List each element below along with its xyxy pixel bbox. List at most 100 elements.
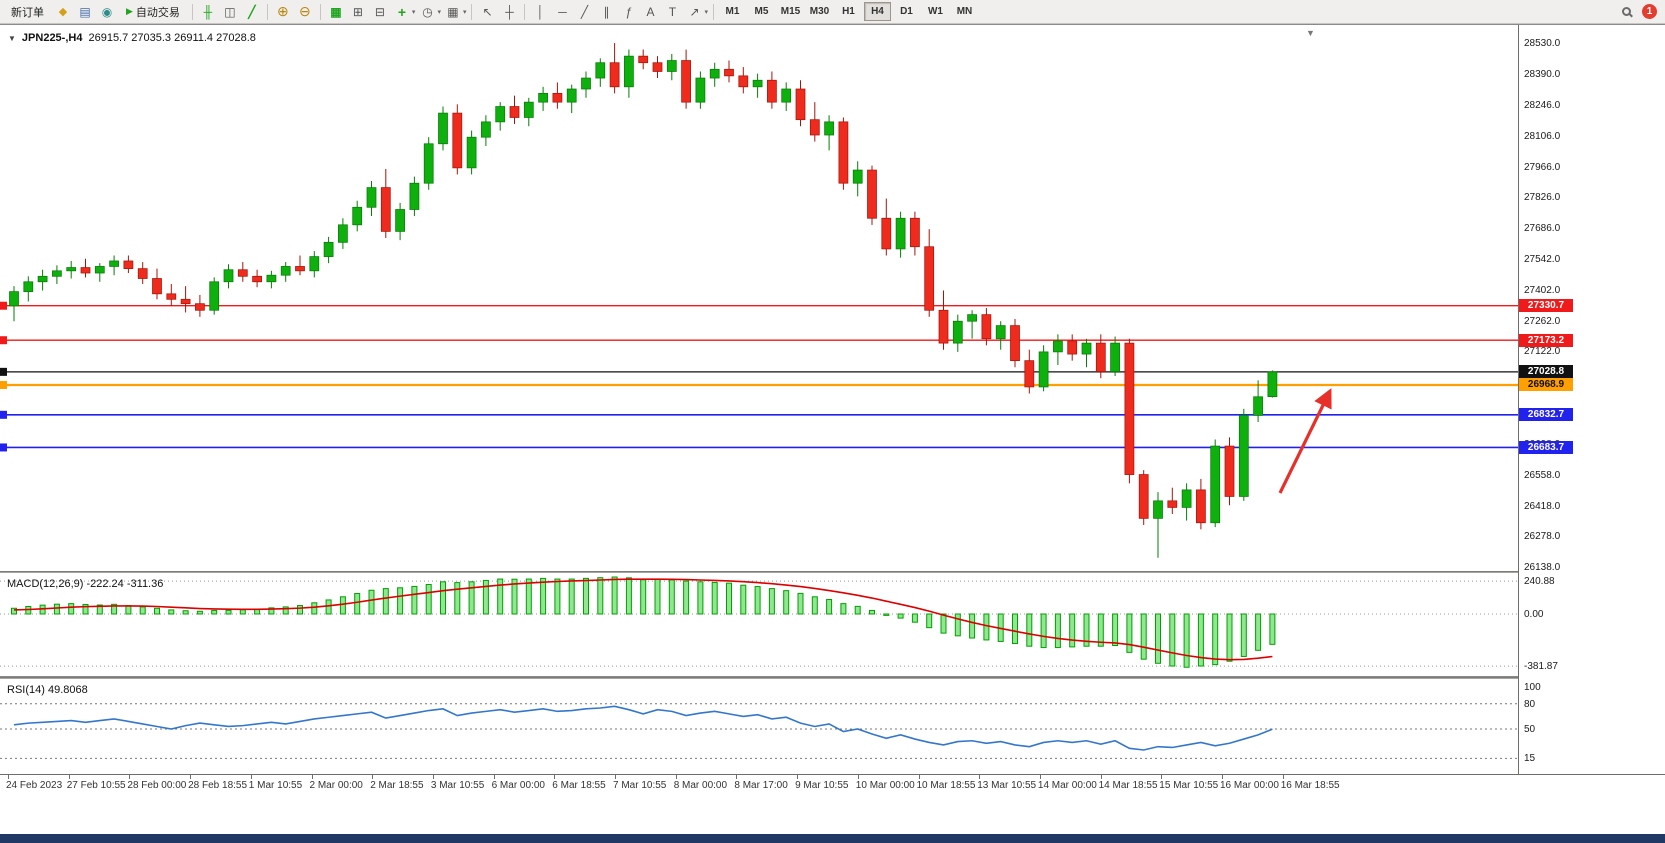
macd-histogram-bar — [440, 581, 446, 615]
zoom-out-icon[interactable]: ⊖ — [299, 3, 311, 19]
notification-badge[interactable]: 1 — [1642, 4, 1657, 19]
price-tag[interactable]: 27173.2 — [1519, 333, 1573, 347]
chart-title: ▼ JPN225-,H4 26915.7 27035.3 26911.4 270… — [8, 32, 256, 44]
trend-arrow-annotation[interactable] — [1278, 388, 1332, 494]
chart-symbol-period: JPN225-,H4 — [21, 32, 83, 44]
candle-body — [1167, 500, 1178, 508]
fibonacci-icon[interactable]: ƒ — [625, 4, 632, 19]
time-axis-tick — [554, 775, 556, 779]
timeframe-d1-button[interactable]: D1 — [893, 2, 920, 21]
autotrading-play-icon: ▶ — [126, 6, 133, 16]
templates-icon[interactable]: ▦ — [447, 4, 459, 19]
macd-histogram-bar — [182, 610, 189, 615]
zoom-in-icon[interactable]: ⊕ — [277, 3, 289, 19]
macd-histogram-bar — [468, 581, 475, 615]
trendline-icon[interactable]: ╱ — [580, 4, 589, 19]
time-axis-label: 1 Mar 10:55 — [248, 780, 303, 791]
channel-icon[interactable]: ∥ — [603, 4, 610, 19]
tile-windows-icon[interactable]: ⊞ — [352, 4, 363, 19]
price-axis-label: 28530.0 — [1524, 38, 1561, 49]
data-window-icon[interactable]: ▤ — [79, 4, 91, 19]
label-tool-icon[interactable]: T — [668, 4, 677, 19]
macd-histogram-bar — [354, 593, 361, 615]
toolbar: 新订单 ◆ ▤ ◉ ▶ 自动交易 ╫ ◫ ╱ ⊕ ⊖ ▦ ⊞ ⊟ + ▾ ◷ ▾… — [0, 0, 1665, 24]
chart-shift-marker[interactable]: ▼ — [1306, 28, 1315, 38]
macd-histogram-bar — [883, 613, 890, 616]
time-axis-label: 6 Mar 00:00 — [491, 780, 545, 791]
price-tag[interactable]: 26968.9 — [1519, 378, 1573, 392]
price-axis-label: 28246.0 — [1524, 100, 1561, 112]
cursor-icon[interactable]: ↖ — [482, 4, 493, 19]
horizontal-line-icon[interactable]: ─ — [558, 4, 567, 19]
candle-body — [1253, 396, 1263, 416]
time-axis-label: 13 Mar 10:55 — [977, 780, 1037, 791]
macd-histogram-bar — [111, 603, 118, 615]
market-watch-icon[interactable]: ◆ — [58, 6, 68, 18]
candlestick-icon[interactable]: ◫ — [224, 4, 236, 19]
macd-histogram-bar — [854, 605, 861, 615]
line-chart-icon[interactable]: ╱ — [248, 4, 256, 19]
periods-dropdown-icon[interactable]: ▾ — [437, 8, 441, 16]
indicators-dropdown-icon[interactable]: ▾ — [411, 8, 416, 16]
macd-axis-label: 0.00 — [1524, 609, 1544, 620]
macd-value-signal: -311.36 — [126, 578, 164, 590]
timeframe-m1-button[interactable]: M1 — [719, 2, 746, 21]
candle-body — [9, 291, 19, 307]
candlestick-chart[interactable] — [0, 25, 1518, 571]
text-tool-icon[interactable]: A — [646, 4, 655, 19]
candle-body — [1224, 445, 1235, 497]
candle-body — [495, 106, 506, 123]
price-tag[interactable]: 27330.7 — [1519, 299, 1573, 313]
price-tag[interactable]: 26683.7 — [1519, 440, 1573, 454]
macd-value-main: -222.24 — [86, 578, 124, 590]
template-grid-icon[interactable]: ▦ — [330, 4, 342, 19]
price-tag[interactable]: 27028.8 — [1519, 365, 1573, 379]
periods-icon[interactable]: ◷ — [422, 4, 433, 19]
candle-body — [566, 88, 577, 103]
search-icon[interactable] — [1616, 2, 1636, 22]
navigator-icon[interactable]: ◉ — [101, 4, 113, 19]
candle-body — [781, 88, 792, 103]
chart-window: ▼ JPN225-,H4 26915.7 27035.3 26911.4 270… — [0, 24, 1665, 834]
candle-body — [724, 68, 734, 77]
rsi-name: RSI(14) — [7, 684, 45, 696]
candle-body — [380, 187, 391, 232]
macd-histogram-bar — [611, 576, 618, 615]
macd-histogram-bar — [482, 579, 489, 615]
candle-body — [1196, 489, 1206, 524]
panel-splitter[interactable] — [0, 677, 1518, 679]
macd-histogram-bar — [96, 604, 103, 615]
timeframe-w1-button[interactable]: W1 — [922, 2, 949, 21]
timeframe-m5-button[interactable]: M5 — [748, 2, 775, 21]
rsi-panel-chart[interactable] — [0, 679, 1518, 774]
timeframe-m15-button[interactable]: M15 — [777, 2, 804, 21]
macd-axis-label: -381.87 — [1524, 661, 1558, 673]
price-tag[interactable]: 26832.7 — [1519, 408, 1573, 422]
candle-body — [94, 266, 105, 274]
bar-chart-icon[interactable]: ╫ — [203, 4, 213, 19]
toolbar-separator — [319, 3, 321, 20]
chart-ohlc-values: 26915.7 27035.3 26911.4 27028.8 — [88, 32, 256, 44]
macd-histogram-bar — [797, 592, 804, 615]
arrows-dropdown-icon[interactable]: ▾ — [704, 8, 708, 16]
vertical-line-icon[interactable]: │ — [536, 4, 545, 19]
timeframe-h4-button[interactable]: H4 — [863, 2, 891, 21]
crosshair-icon[interactable]: ┼ — [505, 4, 514, 19]
arrows-tool-icon[interactable]: ↗ — [689, 4, 700, 19]
new-order-button[interactable]: 新订单 — [4, 2, 51, 22]
indicators-icon[interactable]: + — [397, 3, 407, 20]
timeframe-mn-button[interactable]: MN — [951, 2, 978, 21]
autotrading-button[interactable]: ▶ 自动交易 — [119, 2, 187, 22]
candle-body — [366, 187, 377, 208]
cascade-windows-icon[interactable]: ⊟ — [374, 4, 385, 19]
macd-histogram-bar — [1240, 613, 1247, 657]
templates-dropdown-icon[interactable]: ▾ — [462, 8, 467, 16]
macd-panel-chart[interactable] — [0, 573, 1518, 677]
macd-histogram-bar — [583, 577, 589, 615]
chart-collapse-icon[interactable]: ▼ — [8, 33, 16, 43]
panel-splitter[interactable] — [0, 571, 1518, 573]
candle-body — [881, 217, 892, 250]
timeframe-h1-button[interactable]: H1 — [835, 2, 862, 21]
timeframe-m30-button[interactable]: M30 — [806, 2, 833, 21]
time-axis-label: 28 Feb 18:55 — [188, 780, 248, 791]
